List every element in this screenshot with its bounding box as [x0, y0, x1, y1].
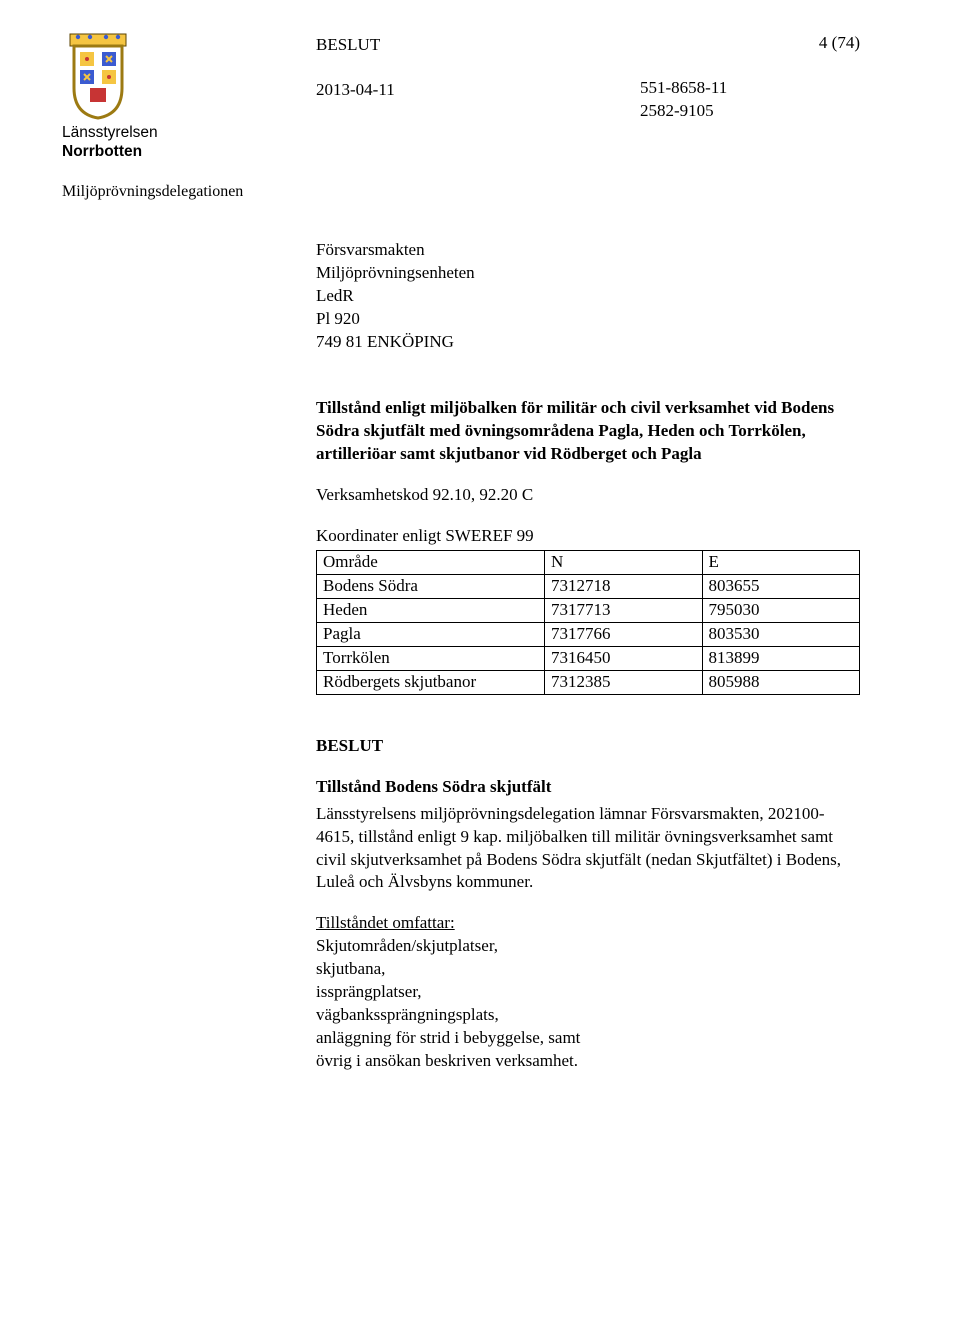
- list-item: övrig i ansökan beskriven verksamhet.: [316, 1050, 860, 1073]
- list-item: issprängplatser,: [316, 981, 860, 1004]
- cell-e: 795030: [702, 599, 859, 623]
- list-item: skjutbana,: [316, 958, 860, 981]
- page-number: 4 (74): [640, 32, 860, 55]
- permit-subheading: Tillstånd Bodens Södra skjutfält: [316, 776, 860, 799]
- list-item: anläggning för strid i bebyggelse, samt: [316, 1027, 860, 1050]
- table-header-e: E: [702, 551, 859, 575]
- list-item: Skjutområden/skjutplatser,: [316, 935, 860, 958]
- address-line: Försvarsmakten: [316, 239, 860, 262]
- cell-e: 803655: [702, 575, 859, 599]
- table-header-row: Område N E: [317, 551, 860, 575]
- table-header-area: Område: [317, 551, 545, 575]
- address-line: 749 81 ENKÖPING: [316, 331, 860, 354]
- address-line: LedR: [316, 285, 860, 308]
- agency-name-line2: Norrbotten: [62, 143, 158, 162]
- table-row: Torrkölen 7316450 813899: [317, 646, 860, 670]
- cell-n: 7317766: [545, 622, 702, 646]
- cell-n: 7312385: [545, 670, 702, 694]
- cell-n: 7317713: [545, 599, 702, 623]
- table-row: Pagla 7317766 803530: [317, 622, 860, 646]
- cell-e: 803530: [702, 622, 859, 646]
- header-center: BESLUT 2013-04-11: [316, 32, 640, 102]
- table-row: Bodens Södra 7312718 803655: [317, 575, 860, 599]
- recipient-address: Försvarsmakten Miljöprövningsenheten Led…: [316, 239, 860, 354]
- cell-area: Rödbergets skjutbanor: [317, 670, 545, 694]
- permit-scope-list: Skjutområden/skjutplatser, skjutbana, is…: [316, 935, 860, 1073]
- cell-area: Heden: [317, 599, 545, 623]
- paragraph: Länsstyrelsens miljöprövningsdelegation …: [316, 803, 860, 895]
- cell-e: 805988: [702, 670, 859, 694]
- cell-area: Torrkölen: [317, 646, 545, 670]
- header-right: 4 (74) 551-8658-11 2582-9105: [640, 32, 860, 123]
- delegation-name: Miljöprövningsdelegationen: [62, 181, 243, 203]
- letterhead-block: Länsstyrelsen Norrbotten Miljöprövningsd…: [62, 32, 316, 203]
- cell-n: 7312718: [545, 575, 702, 599]
- case-number-2: 2582-9105: [640, 100, 860, 123]
- coat-of-arms-icon: [62, 32, 134, 120]
- table-row: Rödbergets skjutbanor 7312385 805988: [317, 670, 860, 694]
- coordinates-table: Område N E Bodens Södra 7312718 803655 H…: [316, 550, 860, 695]
- document-title: Tillstånd enligt miljöbalken för militär…: [316, 397, 860, 466]
- table-row: Heden 7317713 795030: [317, 599, 860, 623]
- decision-heading: BESLUT: [316, 735, 860, 758]
- document-date: 2013-04-11: [316, 79, 640, 102]
- cell-n: 7316450: [545, 646, 702, 670]
- cell-e: 813899: [702, 646, 859, 670]
- permit-scope-heading: Tillståndet omfattar:: [316, 912, 860, 935]
- address-line: Miljöprövningsenheten: [316, 262, 860, 285]
- table-header-n: N: [545, 551, 702, 575]
- agency-name-line1: Länsstyrelsen: [62, 124, 158, 143]
- case-number-1: 551-8658-11: [640, 77, 860, 100]
- coordinates-caption: Koordinater enligt SWEREF 99: [316, 525, 860, 548]
- cell-area: Pagla: [317, 622, 545, 646]
- document-body: Försvarsmakten Miljöprövningsenheten Led…: [316, 239, 860, 1073]
- address-line: Pl 920: [316, 308, 860, 331]
- list-item: vägbankssprängningsplats,: [316, 1004, 860, 1027]
- document-type: BESLUT: [316, 34, 640, 57]
- cell-area: Bodens Södra: [317, 575, 545, 599]
- activity-code: Verksamhetskod 92.10, 92.20 C: [316, 484, 860, 507]
